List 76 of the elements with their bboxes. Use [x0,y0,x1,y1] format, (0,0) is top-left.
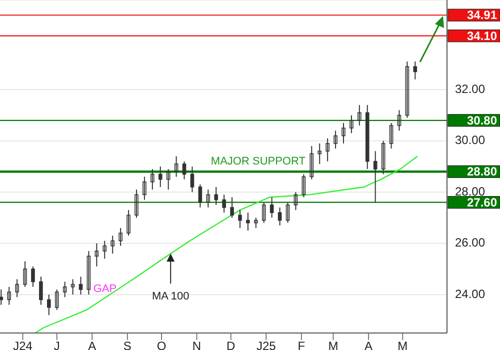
x-tick-label: S [123,339,132,350]
candlestick [54,288,59,310]
candlestick [62,281,67,298]
candlestick [230,196,234,218]
candlestick [413,60,418,80]
x-tick-label: A [88,339,96,350]
candlestick [126,210,130,236]
candlestick [358,104,362,126]
x-tick-label: J [54,339,60,350]
candlestick [278,206,282,226]
candlestick [286,202,290,224]
x-tick-label: J25 [256,339,276,350]
candlestick [174,156,178,178]
candlestick [373,150,378,203]
candlestick [246,212,250,232]
ref-line-label: 34.10 [466,28,498,43]
candlestick [198,184,202,208]
candlestick [118,227,122,246]
candlestick [270,196,274,218]
candlestick [15,278,19,298]
candlestick [150,168,154,190]
candlestick [214,186,218,206]
candlestick [39,276,43,306]
ref-line-label: 28.80 [466,164,498,179]
candlestick [47,294,51,316]
annotation: MA 100 [152,290,190,303]
candlestick [94,242,99,267]
candlestick [342,122,346,144]
candlestick [102,240,107,260]
y-tick-label: 32.00 [455,82,486,96]
candlestick [381,140,386,175]
candlestick [310,146,314,180]
candlestick [110,235,115,254]
candlestick [405,60,410,118]
ref-line-label: 34.91 [466,8,498,22]
candlestick [31,266,35,288]
annotation: MAJOR SUPPORT [210,156,306,168]
candlestick [158,166,162,188]
candlestick [294,192,298,211]
x-tick-label: J24 [13,339,33,350]
candlestick [238,210,242,228]
x-tick-label: D [226,339,236,350]
annotation: GAP [93,283,117,295]
candlestick [350,114,354,134]
y-tick-label: 26.00 [455,236,486,250]
ref-line-label: 30.80 [466,113,498,128]
candlestick [262,202,266,224]
candlestick [70,278,75,296]
x-tick-label: N [192,339,202,350]
candlestick [142,176,146,200]
y-tick-label: 24.00 [455,286,486,301]
candlestick [206,189,210,208]
candlestick [0,288,4,306]
y-tick-label: 30.00 [455,133,486,148]
line-series [34,156,418,333]
x-tick-label: M [398,339,408,350]
candlestick [78,276,83,296]
candlestick [190,166,194,193]
candlestick [334,130,338,150]
candlestick [302,174,306,198]
candlestick [166,168,170,190]
x-tick-label: A [364,339,373,350]
candlestick [23,260,27,288]
x-tick-label: M [328,339,338,350]
candlestick [397,110,402,132]
candlestick [254,217,258,228]
x-tick-label: O [156,339,166,350]
candlestick [326,138,330,162]
candlestick [134,189,138,218]
x-tick-label: F [298,339,306,350]
candlestick [389,122,394,150]
candlestick [7,286,11,306]
candlestick [182,160,186,180]
candlestick [86,250,91,296]
candlestick [222,194,226,214]
candlestick [318,142,322,164]
